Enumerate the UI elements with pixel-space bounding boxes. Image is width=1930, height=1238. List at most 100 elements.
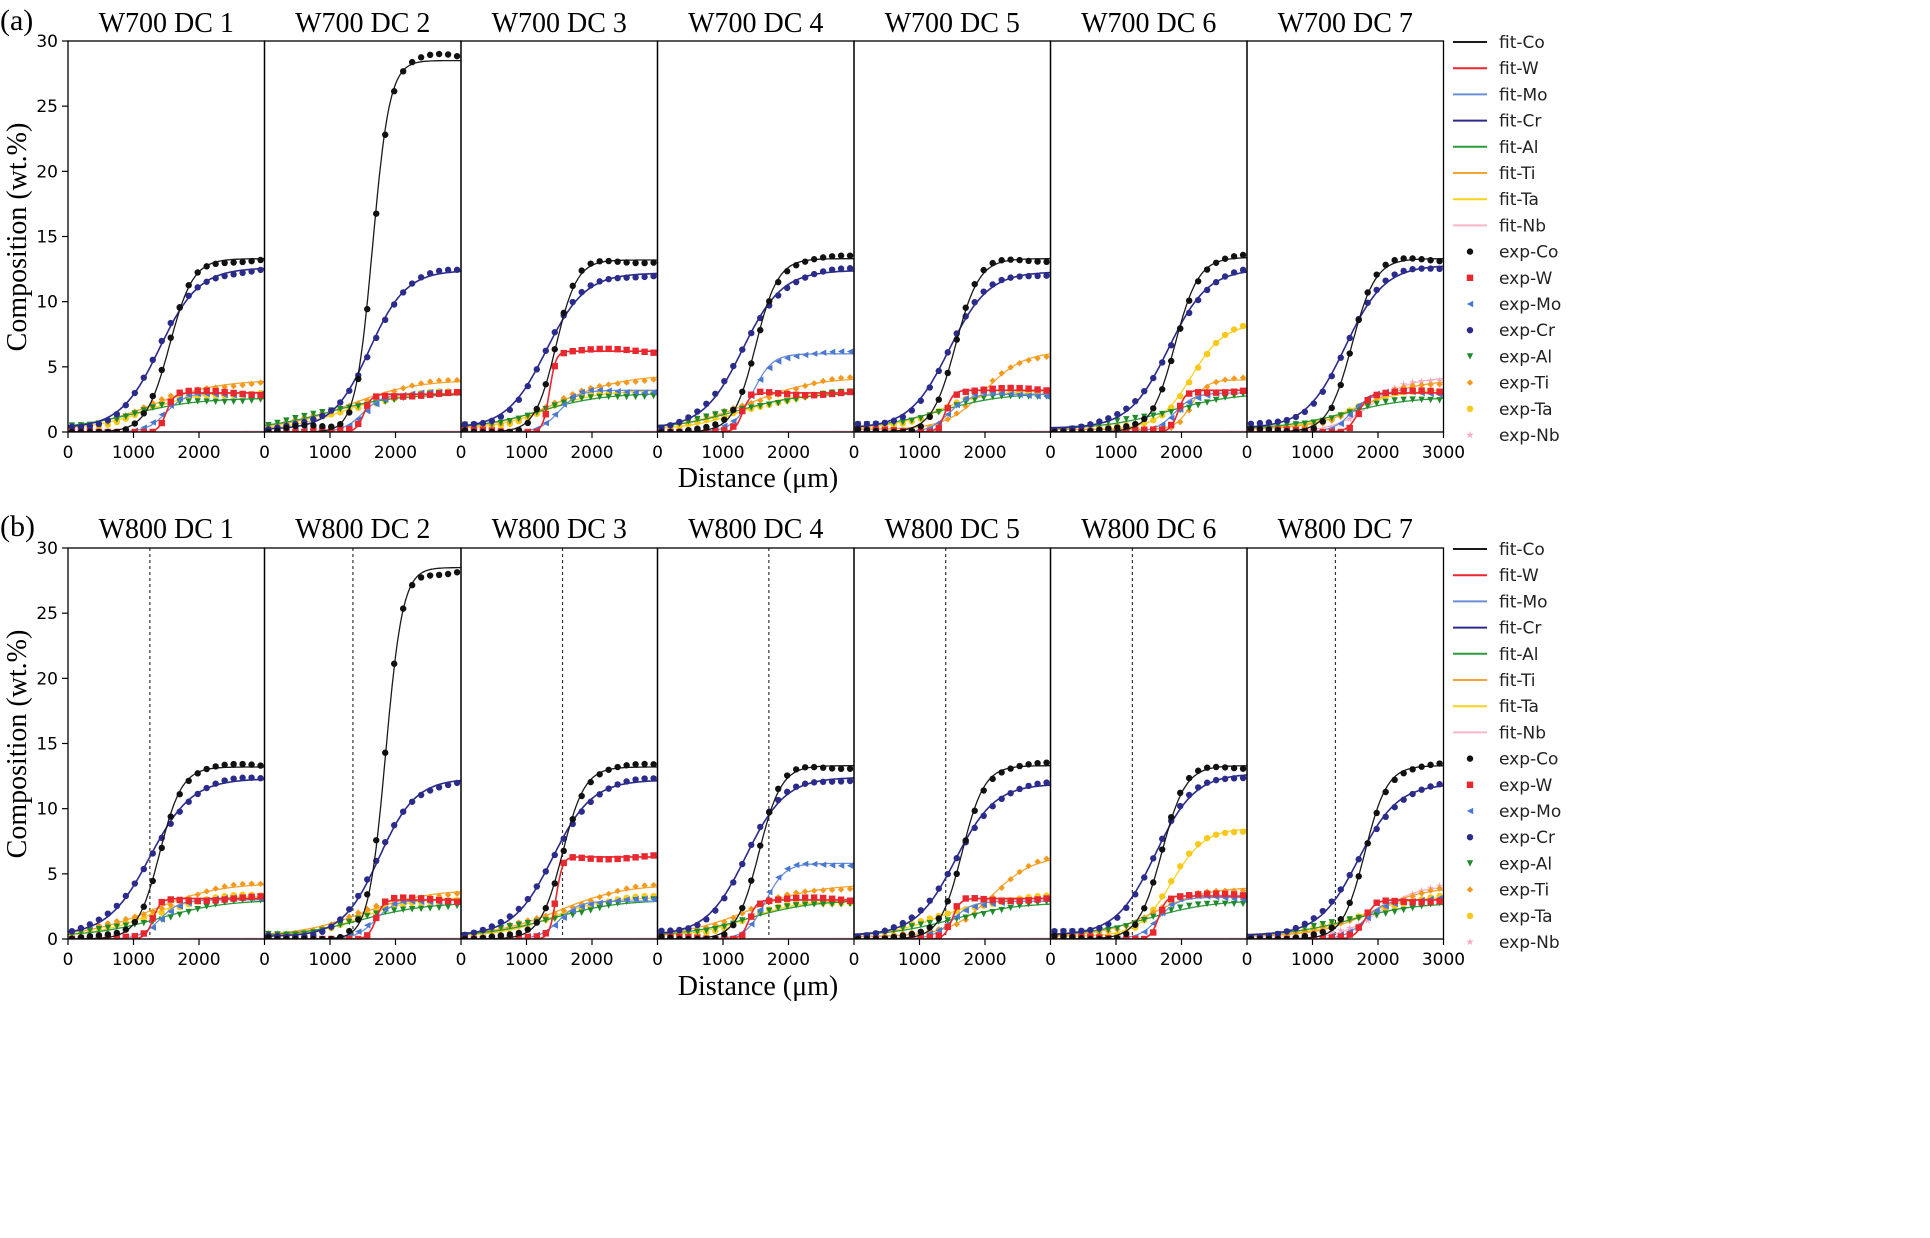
- exp-point-al: [122, 922, 130, 929]
- exp-point-mo: [623, 896, 630, 903]
- exp-point-co: [694, 425, 701, 432]
- exp-point-cr: [1400, 267, 1407, 275]
- exp-point-co: [453, 52, 461, 60]
- exp-point-al: [283, 417, 290, 424]
- exp-point-w: [1034, 896, 1041, 903]
- exp-point-co: [488, 933, 496, 939]
- exp-point-co: [461, 935, 469, 939]
- exp-point-co: [453, 569, 461, 576]
- exp-point-co: [399, 605, 407, 612]
- exp-point-w: [524, 933, 532, 939]
- legend-label: fit-Co: [1499, 33, 1545, 53]
- exp-point-cr: [1168, 342, 1175, 349]
- x-tick-label: 1000: [701, 950, 744, 970]
- exp-point-al: [792, 902, 800, 909]
- exp-point-co: [926, 413, 933, 421]
- exp-point-w: [131, 933, 139, 939]
- exp-point-co: [1319, 928, 1326, 936]
- exp-point-cr: [783, 788, 791, 796]
- exp-point-nb: [1399, 380, 1408, 388]
- exp-point-cr: [158, 337, 165, 345]
- exp-point-al: [194, 398, 201, 405]
- exp-point-co: [479, 428, 487, 432]
- exp-point-cr: [1132, 891, 1139, 898]
- exp-point-ti: [1034, 858, 1041, 865]
- exp-point-co: [819, 764, 827, 771]
- exp-point-co: [757, 842, 764, 849]
- exp-point-al: [1239, 900, 1247, 908]
- exp-point-co: [176, 790, 183, 798]
- exp-point-al: [319, 408, 326, 416]
- exp-point-co: [203, 765, 210, 773]
- exp-point-cr: [337, 916, 344, 923]
- exp-point-co: [1203, 266, 1211, 273]
- exp-point-w: [444, 897, 452, 905]
- exp-point-w: [1427, 898, 1434, 906]
- exp-point-ti: [1436, 885, 1443, 892]
- exp-point-mo: [623, 388, 630, 396]
- fit-line-cr: [854, 271, 1051, 428]
- exp-point-cr: [1283, 928, 1291, 935]
- exp-point-w: [1409, 387, 1416, 394]
- subplot-plot-area: [461, 257, 658, 432]
- exp-point-cr: [417, 274, 425, 281]
- exp-point-cr: [470, 929, 478, 936]
- exp-point-ti: [426, 378, 434, 385]
- exp-point-al: [515, 415, 523, 423]
- exp-point-ti: [730, 914, 737, 922]
- exp-point-w: [730, 423, 737, 430]
- exp-point-ti: [239, 381, 246, 389]
- legend-swatch: [1466, 807, 1474, 815]
- y-tick-label: 0: [47, 423, 58, 443]
- exp-point-co: [1078, 935, 1085, 939]
- exp-point-al: [551, 402, 558, 409]
- exp-point-co: [1328, 404, 1335, 412]
- exp-point-w: [1016, 897, 1023, 905]
- exp-point-cr: [739, 346, 746, 353]
- exp-point-mo: [578, 388, 585, 396]
- exp-point-co: [1176, 789, 1184, 797]
- exp-point-co: [1400, 769, 1407, 777]
- exp-point-cr: [1364, 299, 1371, 306]
- exp-point-w: [1328, 934, 1335, 939]
- exp-point-al: [1221, 394, 1229, 401]
- exp-point-al: [203, 398, 210, 405]
- exp-point-cr: [1114, 914, 1121, 921]
- exp-point-co: [632, 761, 639, 768]
- exp-point-w: [1373, 899, 1380, 906]
- exp-point-al: [176, 911, 183, 919]
- exp-point-co: [1034, 258, 1041, 265]
- exp-point-ta: [1203, 834, 1211, 842]
- exp-point-al: [364, 912, 371, 920]
- exp-point-co: [854, 425, 862, 432]
- exp-point-co: [212, 260, 219, 268]
- exp-point-mo: [1141, 928, 1148, 936]
- exp-point-cr: [167, 319, 174, 327]
- exp-point-w: [373, 393, 380, 400]
- exp-point-al: [578, 909, 585, 917]
- exp-point-cr: [623, 274, 630, 281]
- exp-point-co: [470, 935, 478, 939]
- exp-point-w: [230, 389, 237, 397]
- exp-point-co: [1274, 427, 1282, 432]
- exp-point-ti: [113, 918, 121, 925]
- exp-point-cr: [863, 420, 871, 428]
- exp-point-co: [739, 388, 746, 395]
- exp-point-al: [980, 394, 987, 402]
- exp-point-w: [792, 894, 800, 902]
- exp-point-al: [399, 906, 407, 913]
- exp-point-cr: [685, 414, 692, 421]
- exp-point-al: [935, 409, 942, 416]
- exp-point-mo: [149, 419, 156, 426]
- exp-point-al: [766, 401, 773, 408]
- exp-point-w: [185, 897, 192, 904]
- exp-point-al: [1409, 396, 1416, 403]
- exp-point-mo: [730, 417, 737, 425]
- exp-point-nb: [1435, 376, 1444, 384]
- exp-point-cr: [382, 838, 389, 846]
- legend-item-exp-Al: exp-Al: [1466, 854, 1552, 874]
- exp-point-co: [1087, 427, 1094, 432]
- exp-point-ti: [587, 897, 594, 904]
- exp-point-ti: [962, 403, 969, 410]
- exp-point-cr: [757, 314, 764, 322]
